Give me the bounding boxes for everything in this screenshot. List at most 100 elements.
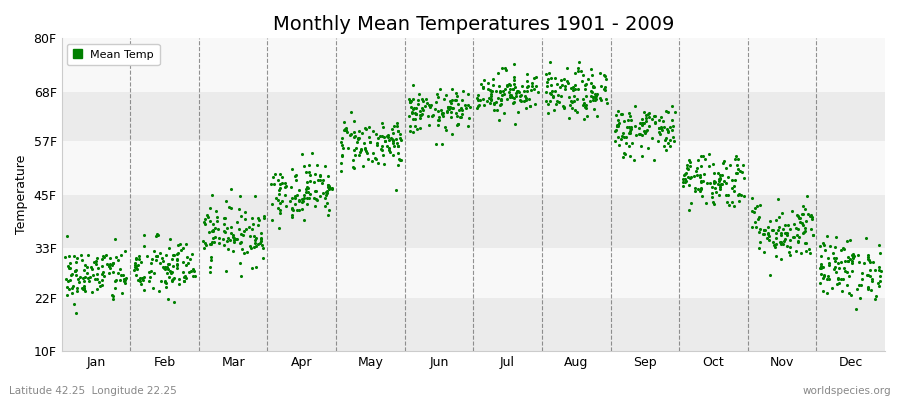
Point — [622, 110, 636, 116]
Point — [593, 96, 608, 103]
Point — [325, 185, 339, 191]
Point — [299, 186, 313, 192]
Point — [471, 96, 485, 103]
Point — [579, 81, 593, 88]
Point — [644, 134, 659, 141]
Point — [803, 250, 817, 256]
Point — [814, 265, 828, 271]
Point — [391, 120, 405, 126]
Point — [550, 81, 564, 87]
Point — [166, 276, 180, 282]
Point — [816, 272, 831, 278]
Point — [67, 252, 81, 259]
Point — [254, 236, 268, 242]
Point — [165, 277, 179, 284]
Point — [456, 88, 471, 94]
Point — [446, 105, 460, 112]
Point — [554, 93, 568, 99]
Point — [271, 176, 285, 183]
Point — [768, 244, 782, 250]
Point — [782, 251, 796, 258]
Point — [588, 91, 602, 97]
Point — [651, 137, 665, 144]
Point — [752, 202, 767, 209]
Point — [783, 237, 797, 244]
Point — [118, 277, 132, 284]
Point — [381, 132, 395, 138]
Point — [389, 136, 403, 142]
Point — [220, 238, 234, 244]
Point — [519, 84, 534, 90]
Point — [680, 178, 694, 184]
Point — [403, 99, 418, 105]
Point — [411, 101, 426, 107]
Point — [728, 156, 742, 162]
Point — [197, 240, 211, 246]
Point — [346, 129, 361, 136]
Point — [829, 234, 843, 240]
Point — [302, 172, 317, 178]
Point — [237, 250, 251, 256]
Point — [586, 94, 600, 100]
Point — [566, 84, 580, 90]
Point — [831, 275, 845, 282]
Point — [873, 272, 887, 279]
Point — [148, 257, 163, 264]
Point — [814, 280, 828, 287]
Point — [104, 261, 119, 268]
Point — [703, 180, 717, 186]
Point — [678, 176, 692, 182]
Point — [358, 125, 373, 132]
Point — [793, 215, 807, 222]
Point — [346, 118, 361, 124]
Point — [92, 279, 106, 286]
Point — [137, 242, 151, 249]
Point — [320, 189, 334, 196]
Point — [503, 93, 517, 100]
Text: worldspecies.org: worldspecies.org — [803, 386, 891, 396]
Point — [562, 114, 576, 121]
Point — [639, 128, 653, 134]
Point — [644, 116, 659, 122]
Point — [320, 182, 335, 188]
Point — [89, 286, 104, 292]
Point — [572, 86, 586, 92]
Point — [274, 174, 289, 180]
Point — [660, 147, 674, 154]
Point — [796, 220, 810, 226]
Point — [446, 105, 461, 111]
Point — [69, 310, 84, 316]
Point — [656, 124, 670, 130]
Point — [131, 262, 146, 268]
Point — [227, 238, 241, 245]
Point — [167, 252, 182, 258]
Point — [204, 228, 219, 235]
Point — [161, 296, 176, 302]
Point — [587, 84, 601, 90]
Point — [598, 96, 613, 102]
Point — [608, 128, 623, 134]
Point — [62, 260, 77, 266]
Point — [461, 102, 475, 108]
Point — [207, 239, 221, 245]
Point — [62, 265, 77, 272]
Point — [868, 266, 882, 273]
Point — [334, 160, 348, 166]
Point — [842, 290, 856, 296]
Point — [520, 88, 535, 94]
Point — [539, 83, 554, 89]
Point — [593, 70, 608, 76]
Point — [770, 241, 784, 248]
Point — [869, 293, 884, 300]
Point — [172, 276, 186, 282]
Point — [284, 194, 299, 201]
Point — [744, 208, 759, 214]
Point — [203, 257, 218, 264]
Point — [690, 172, 705, 178]
Point — [586, 94, 600, 100]
Point — [75, 257, 89, 264]
Point — [65, 271, 79, 277]
Point — [757, 227, 771, 234]
Point — [351, 136, 365, 142]
Point — [647, 113, 662, 119]
